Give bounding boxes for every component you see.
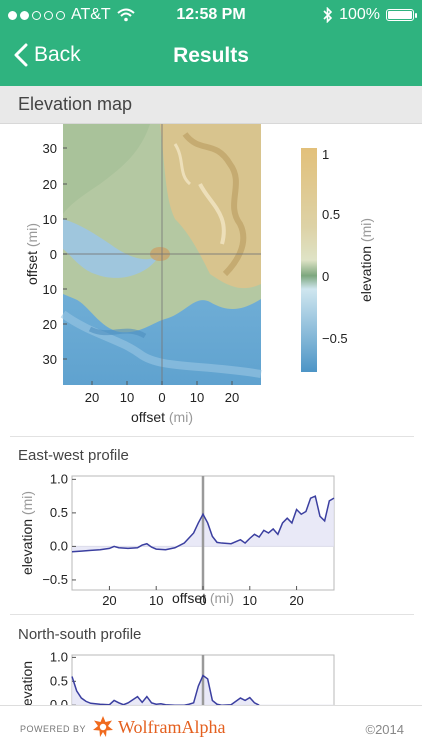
section-header: Elevation map [0,86,422,124]
map-y-tick-label: 30 [43,141,57,156]
map-x-tick-label: 20 [85,390,99,405]
colorbar-ticks: 1 0.5 0 −0.5 [322,147,348,346]
map-x-tick-label: 0 [158,390,165,405]
ew-profile-chart: 1.0 0.5 0.0 −0.5 20 10 0 10 20 offset (mi) eleva… [19,471,335,608]
map-y-axis: 30 20 10 0 10 20 30 [43,141,67,367]
map-y-label: offset (mi) [24,223,40,285]
map-x-tick-label: 10 [120,390,134,405]
x-tick-label: 10 [149,593,163,608]
wifi-icon [117,8,135,22]
signal-strength-icon [8,10,65,20]
profile-line [71,674,260,705]
wolfram-alpha-logo[interactable]: WolframAlpha [92,716,226,738]
ns-y-label: elevation [19,661,35,705]
map-x-tick-label: 20 [225,390,239,405]
battery-percent: 100% [339,6,380,23]
map-x-axis: 20 10 0 10 20 [85,381,239,405]
ns-profile-title: North-south profile [18,626,142,643]
ew-y-label: elevation (mi) [19,491,35,575]
map-x-label: offset (mi) [131,409,193,425]
colorbar [301,148,317,372]
divider [10,436,414,437]
colorbar-tick-label: 0.5 [322,207,340,222]
bluetooth-icon [323,7,333,23]
status-bar: AT&T 12:58 PM 100% [0,0,422,30]
status-right: 100% [323,6,417,24]
brand-name: WolframAlpha [118,716,226,737]
map-y-tick-label: 20 [43,317,57,332]
clock: 12:58 PM [176,6,246,23]
back-button[interactable]: Back [14,43,81,67]
section-title: Elevation map [18,94,133,114]
status-left: AT&T [8,6,135,24]
back-label: Back [34,43,81,66]
y-tick-label: 0.5 [50,505,68,520]
profile-line [71,495,335,553]
powered-by-label: POWERED BY [20,724,87,734]
page-title: Results [173,44,249,67]
map-x-tick-label: 10 [190,390,204,405]
x-tick-label: 20 [102,593,116,608]
wolfram-star-icon [93,716,113,737]
divider [10,614,414,615]
y-tick-label: −0.5 [42,572,68,587]
y-tick-label: 1.0 [50,471,68,486]
ew-x-label: offset (mi) [172,590,234,606]
map-y-tick-label: 20 [43,177,57,192]
map-y-tick-label: 10 [43,282,57,297]
map-y-tick-label: 30 [43,352,57,367]
colorbar-label: elevation (mi) [358,218,374,302]
map-y-tick-label: 10 [43,212,57,227]
profile-fill [72,675,259,705]
x-tick-label: 10 [243,593,257,608]
carrier-label: AT&T [71,6,111,23]
map-image [60,124,262,385]
ew-axes: 1.0 0.5 0.0 −0.5 20 10 0 10 20 [42,471,334,608]
ns-axes: 1.0 0.5 0.0 [50,649,334,705]
x-tick-label: 20 [289,593,303,608]
colorbar-tick-label: 0 [322,269,329,284]
y-tick-label: 1.0 [50,649,68,664]
x-tick-label: 0 [199,593,206,608]
copyright: ©2014 [365,722,405,737]
y-tick-label: 0.0 [50,538,68,553]
battery-icon [386,9,417,21]
colorbar-tick-label: 1 [322,147,329,162]
ns-profile-chart: 1.0 0.5 0.0 elevation [19,649,335,705]
nav-bar: Back Results [0,30,422,86]
chevron-left-icon [14,43,28,67]
footer: POWERED BY WolframAlpha ©2014 [0,705,422,751]
y-tick-label: 0.5 [50,673,68,688]
colorbar-tick-label: −0.5 [322,331,348,346]
y-tick-label: 0.0 [50,697,68,705]
map-y-tick-label: 0 [50,247,57,262]
ew-profile-title: East-west profile [18,447,129,464]
